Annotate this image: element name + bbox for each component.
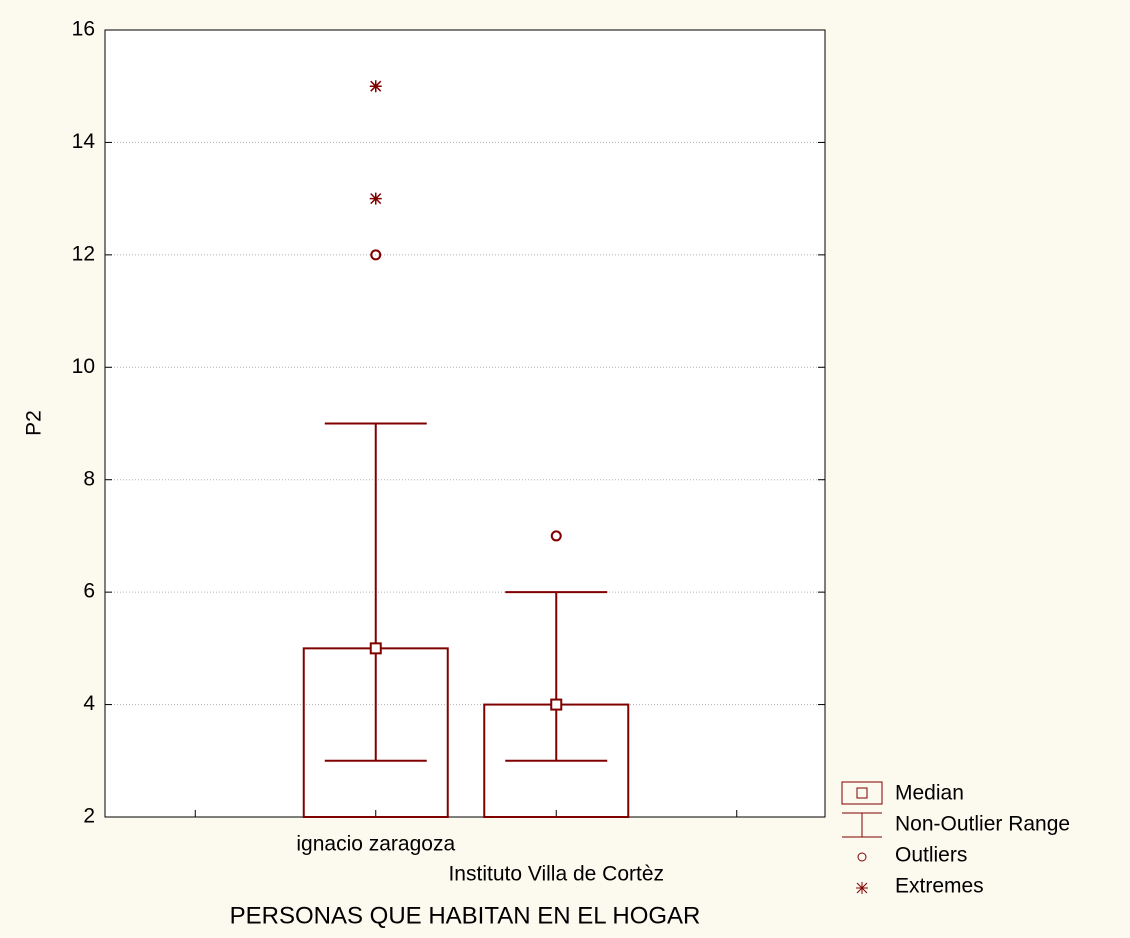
legend-label: Outliers	[895, 844, 967, 867]
legend-symbol	[842, 812, 882, 838]
x-tick-label: Instituto Villa de Cortèz	[448, 863, 664, 886]
x-axis-label: PERSONAS QUE HABITAN EN EL HOGAR	[230, 902, 701, 929]
y-tick-label: 10	[72, 355, 95, 378]
y-tick-label: 14	[72, 130, 96, 153]
legend-symbol	[841, 781, 883, 805]
legend-symbol	[857, 852, 867, 862]
legend	[841, 781, 883, 894]
y-axis-label: P2	[23, 410, 46, 436]
median-marker	[550, 698, 563, 711]
x-tick-label: ignacio zaragoza	[296, 833, 455, 856]
legend-symbol	[856, 882, 868, 894]
y-tick-label: 16	[72, 18, 95, 41]
y-tick-label: 4	[83, 692, 95, 715]
y-tick-label: 6	[83, 580, 95, 603]
legend-label: Extremes	[895, 875, 984, 898]
legend-label: Non-Outlier Range	[895, 813, 1070, 836]
extreme	[369, 192, 382, 205]
y-tick-label: 2	[83, 805, 95, 828]
y-tick-label: 8	[83, 467, 95, 490]
median-marker	[369, 642, 382, 655]
legend-symbol	[856, 787, 868, 799]
plot-area	[104, 29, 826, 818]
extreme	[369, 80, 382, 93]
outlier	[550, 530, 562, 542]
legend-label: Median	[895, 782, 964, 805]
y-tick-label: 12	[72, 242, 95, 265]
outlier	[370, 249, 382, 261]
